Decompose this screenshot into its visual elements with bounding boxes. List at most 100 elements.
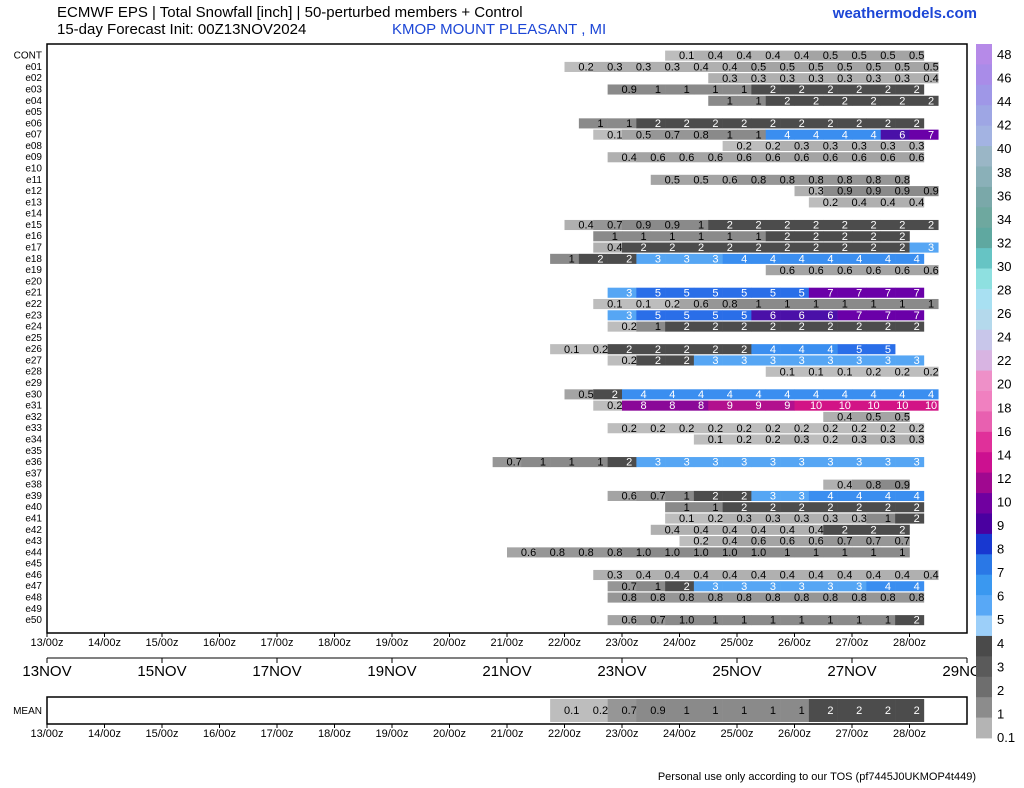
member-label: e07 — [25, 130, 42, 141]
legend-swatch — [976, 227, 992, 249]
cell-label: 0.9 — [636, 220, 651, 232]
cell-label: 2 — [756, 220, 762, 232]
cell-label: 2 — [842, 220, 848, 232]
member-label: e23 — [25, 310, 42, 321]
cell-label: 0.7 — [507, 457, 522, 469]
cell-label: 4 — [871, 129, 877, 141]
cell-label: 7 — [885, 310, 891, 322]
cell-label: 5 — [741, 287, 747, 299]
legend-tick-label: 4 — [997, 636, 1004, 651]
cell — [880, 186, 910, 197]
cell-label: 2 — [928, 95, 934, 107]
cell-label: 4 — [842, 129, 848, 141]
date-label: 15NOV — [137, 663, 186, 680]
cell — [765, 569, 795, 581]
cell-label: 2 — [799, 118, 805, 130]
cell — [909, 186, 939, 197]
cell — [852, 524, 882, 535]
cell-label: 0.8 — [550, 547, 565, 559]
cell-label: 3 — [827, 355, 833, 367]
cell — [780, 502, 810, 513]
cell-label: 1 — [698, 220, 704, 232]
cell-label: 2 — [856, 321, 862, 333]
cell — [722, 50, 752, 61]
cell-label: 10 — [839, 400, 851, 412]
cell — [808, 50, 838, 61]
cell — [852, 174, 882, 185]
cell — [794, 174, 824, 185]
brand-link[interactable]: weathermodels.com — [832, 5, 977, 22]
cell — [794, 231, 824, 242]
cell — [636, 457, 666, 468]
cell — [837, 152, 867, 163]
cell-label: 0.9 — [923, 186, 938, 198]
cell-label: 0.6 — [909, 152, 924, 164]
cell-label: 4 — [770, 344, 776, 356]
cell-label: 0.6 — [737, 152, 752, 164]
cell — [895, 581, 925, 592]
cell-label: 0.1 — [837, 366, 852, 378]
cell-label: 0.2 — [650, 423, 665, 435]
cell-label: 0.3 — [866, 73, 881, 85]
member-label: e31 — [25, 401, 42, 412]
cell-label: 2 — [871, 231, 877, 243]
cell — [794, 61, 824, 72]
cell-label: 4 — [799, 344, 805, 356]
cell-label: 4 — [928, 389, 934, 401]
cell — [852, 298, 882, 310]
cell — [593, 547, 623, 558]
cell — [880, 411, 910, 422]
cell — [636, 490, 666, 501]
cell-label: 0.2 — [909, 423, 924, 435]
cell — [708, 298, 738, 310]
cell-label: 0.2 — [708, 423, 723, 435]
cell — [708, 174, 738, 185]
mean-x-tick-label: 21/00z — [490, 728, 523, 740]
legend-swatch — [976, 676, 992, 698]
cell — [866, 344, 896, 355]
cell-label: 0.4 — [737, 50, 752, 62]
cell-label: 2 — [712, 491, 718, 503]
cell-label: 0.8 — [909, 592, 924, 604]
cell — [593, 61, 623, 72]
cell-label: 0.5 — [751, 62, 766, 74]
cell — [780, 50, 810, 61]
cell-label: 0.2 — [593, 705, 608, 717]
cell-label: 0.7 — [866, 536, 881, 548]
cell — [895, 434, 925, 445]
cell — [808, 581, 838, 592]
cell-label: 0.3 — [852, 513, 867, 525]
cell — [837, 84, 867, 95]
cell — [708, 242, 738, 253]
cell — [679, 242, 709, 253]
member-label: e48 — [25, 593, 42, 604]
cell — [622, 569, 652, 581]
cell-label: 0.3 — [765, 513, 780, 525]
cell — [880, 366, 910, 377]
cell-label: 1.0 — [679, 615, 694, 627]
cell-label: 1 — [928, 299, 934, 311]
legend-tick-label: 9 — [997, 518, 1004, 533]
cell-label: 3 — [626, 310, 632, 322]
cell-label: 0.6 — [693, 299, 708, 311]
cell-label: 0.2 — [880, 423, 895, 435]
cell — [780, 321, 810, 332]
cell — [837, 423, 867, 434]
cell — [578, 253, 608, 264]
member-label: e24 — [25, 322, 42, 333]
cell — [837, 140, 867, 152]
cell-label: 2 — [885, 321, 891, 333]
cell — [823, 479, 853, 490]
cell-label: 0.6 — [808, 536, 823, 548]
cell — [808, 84, 838, 95]
cell-label: 2 — [698, 242, 704, 254]
cell-label: 5 — [655, 310, 661, 322]
member-label: e08 — [25, 141, 42, 152]
cell-label: 4 — [914, 491, 920, 503]
cell-label: 4 — [756, 389, 762, 401]
cell-label: 0.6 — [650, 152, 665, 164]
cell — [693, 513, 723, 524]
cell-label: 0.4 — [751, 524, 766, 536]
cell — [808, 355, 838, 366]
cell — [708, 129, 738, 140]
